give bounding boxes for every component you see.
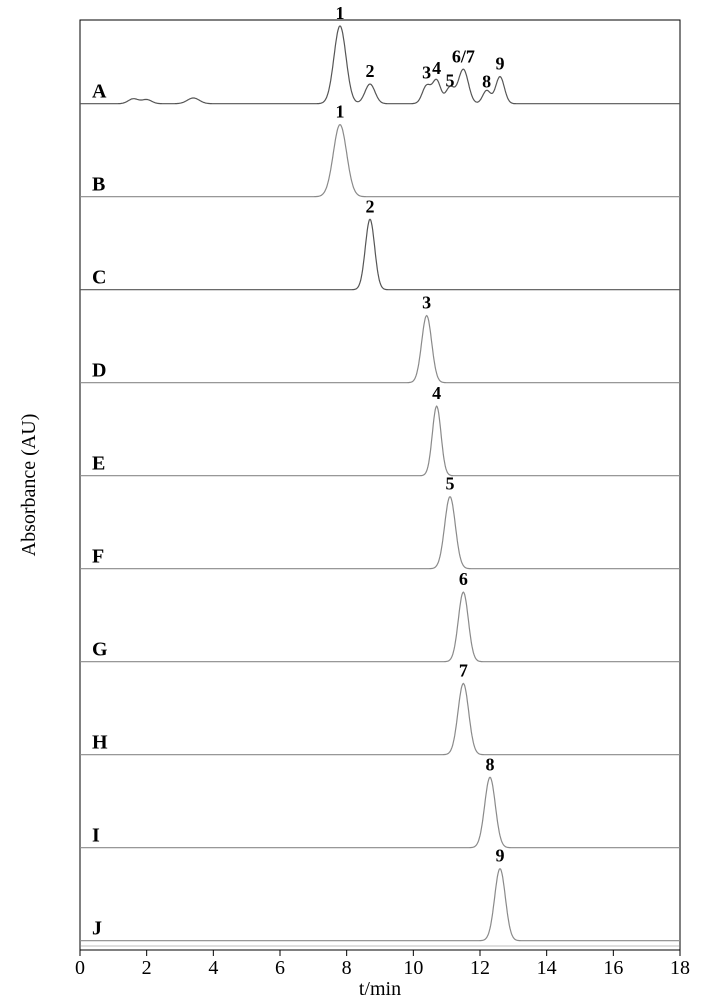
x-tick-label: 6: [275, 957, 285, 979]
y-axis-label: Absorbance (AU): [18, 414, 40, 557]
x-tick-label: 0: [75, 957, 85, 979]
plot-area: [80, 20, 680, 950]
x-tick-label: 4: [208, 957, 218, 979]
peak-label: 4: [432, 383, 441, 403]
row-label-A: A: [92, 81, 107, 103]
x-tick-label: 18: [670, 957, 690, 979]
peak-label: 6: [459, 569, 468, 589]
x-tick-label: 16: [603, 957, 623, 979]
x-axis-label: t/min: [359, 978, 401, 1000]
x-tick-label: 10: [403, 957, 423, 979]
peak-label: 8: [482, 72, 491, 92]
peak-label: 5: [446, 474, 455, 494]
peak-label: 5: [446, 70, 455, 90]
row-label-J: J: [92, 918, 102, 940]
peak-label: 2: [366, 61, 375, 81]
peak-label: 9: [496, 846, 505, 866]
x-tick-label: 2: [142, 957, 152, 979]
row-label-G: G: [92, 639, 108, 661]
peak-label: 7: [459, 660, 468, 680]
row-label-I: I: [92, 825, 100, 847]
peak-label: 8: [486, 754, 495, 774]
x-tick-label: 12: [470, 957, 490, 979]
peak-label: 4: [432, 58, 441, 78]
peak-label: 2: [366, 196, 375, 216]
row-label-E: E: [92, 453, 105, 475]
row-label-C: C: [92, 267, 106, 289]
row-label-F: F: [92, 546, 104, 568]
peak-label: 1: [336, 3, 345, 23]
peak-label: 3: [422, 63, 431, 83]
x-tick-label: 14: [537, 957, 557, 979]
peak-label: 3: [422, 293, 431, 313]
peak-label: 6/7: [452, 46, 475, 66]
peak-label: 9: [496, 54, 505, 74]
peak-label: 1: [336, 102, 345, 122]
row-label-D: D: [92, 360, 106, 382]
row-label-B: B: [92, 174, 105, 196]
row-label-H: H: [92, 732, 108, 754]
x-tick-label: 8: [342, 957, 352, 979]
